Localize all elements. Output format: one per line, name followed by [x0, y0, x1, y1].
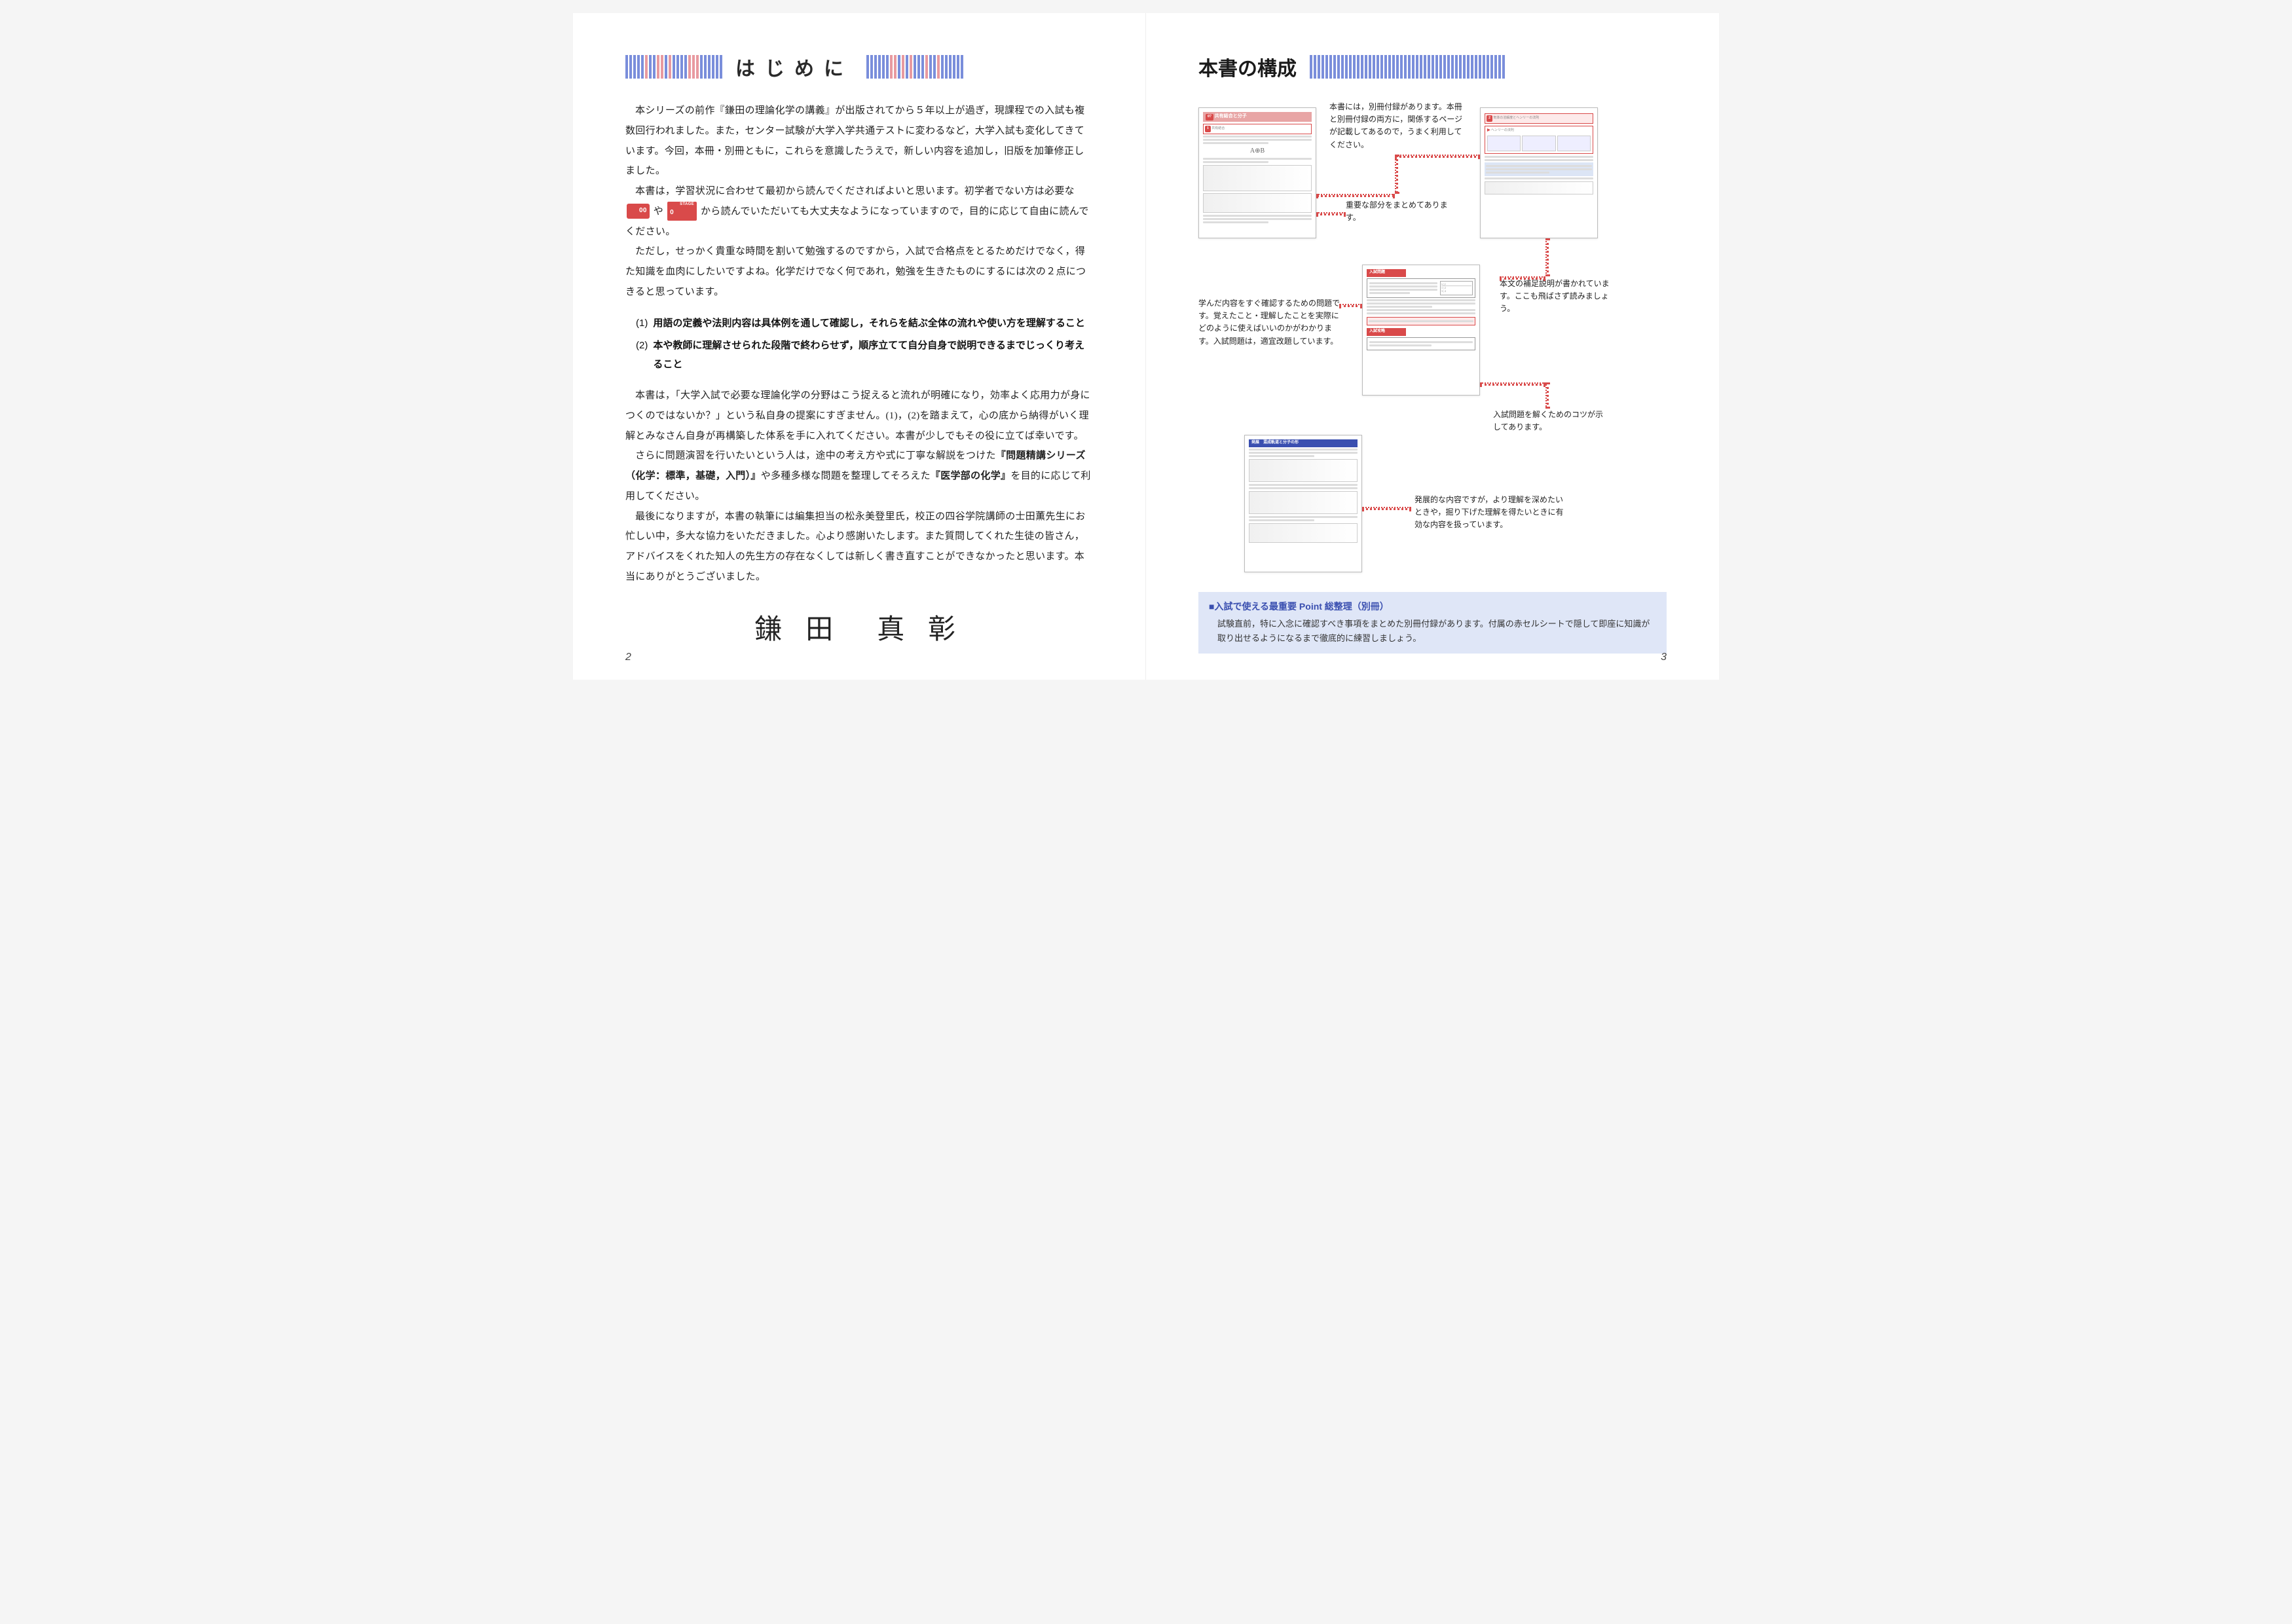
stage-badge-num: 0: [670, 209, 674, 216]
signature-text: 鎌 田 真 彰: [754, 615, 963, 645]
sample-section-title: 共有結合: [1211, 127, 1225, 130]
intro-paragraph-4: 本書は，「大学入試で必要な理論化学の分野はこう捉えると流れが明確になり，効率よく…: [625, 386, 1093, 446]
left-header: はじめに: [625, 52, 1093, 81]
sample-section-title: 気体の溶解度とヘンリーの法則: [1493, 117, 1539, 120]
callout-appendix: 本書には，別冊付録があります。本冊と別冊付録の両方に，関係するページが記載してあ…: [1329, 101, 1467, 151]
series-title-2: 『医学部の化学』: [931, 470, 1010, 481]
connector-line: [1395, 155, 1398, 194]
p5-segment-b: や多種多様な問題を整理してそろえた: [761, 471, 931, 481]
stage-badge-icon: STAGE 0: [667, 202, 697, 221]
list-text: 本や教師に理解させられた段階で終わらせず，順序立てて自分自身で説明できるまでじっ…: [653, 337, 1093, 374]
intro-paragraph-1: 本シリーズの前作『鎌田の理論化学の講義』が出版されてから５年以上が過ぎ，現課程で…: [625, 101, 1093, 181]
list-number: (2): [636, 337, 648, 374]
connector-line: [1316, 194, 1395, 197]
page-title: はじめに: [735, 52, 853, 81]
callout-problems: 学んだ内容をすぐ確認するための問題です。覚えたこと・理解したことを実際にどのよう…: [1198, 297, 1342, 348]
sample-page-thumbnail: 発展 混成軌道と分子の形: [1244, 435, 1362, 572]
connector-line: [1480, 382, 1545, 386]
list-item: (2) 本や教師に理解させられた段階で終わらせず，順序立てて自分自身で説明できる…: [636, 337, 1093, 374]
key-points-list: (1) 用語の定義や法則内容は具体例を通して確認し，それらを結ぶ全体の流れや使い…: [636, 314, 1093, 375]
box-body: 試験直前，特に入念に確認すべき事項をまとめた別冊付録があります。付属の赤セルシー…: [1209, 617, 1656, 646]
sample-page-thumbnail: 2 気体の溶解度とヘンリーの法則 ▶ ヘンリーの法則: [1480, 107, 1598, 238]
p2-segment-b: や: [654, 206, 663, 217]
connector-line: [1395, 155, 1480, 158]
list-text: 用語の定義や法則内容は具体例を通して確認し，それらを結ぶ全体の流れや使い方を理解…: [653, 314, 1093, 333]
connector-line: [1316, 212, 1346, 215]
page-spread: はじめに 本シリーズの前作『鎌田の理論化学の講義』が出版されてから５年以上が過ぎ…: [573, 13, 1719, 680]
callout-tips: 入試問題を解くためのコツが示してあります。: [1493, 409, 1611, 434]
connector-line: [1500, 276, 1545, 280]
sample-page-thumbnail: 入試問題 x | y 1 | 23 | 4 入試攻略: [1362, 265, 1480, 396]
right-page: 本書の構成 07 共有結合と分子 1 共有結合 A⊕B: [1146, 13, 1719, 680]
page-number: 3: [1661, 652, 1667, 663]
right-header: 本書の構成: [1198, 52, 1667, 81]
connector-line: [1545, 238, 1549, 276]
connector-line: [1339, 304, 1362, 307]
p5-segment-a: さらに問題演習を行いたいという人は，途中の考え方や式に丁寧な解説をつけた: [635, 451, 996, 461]
sample-chapter-num: 07: [1206, 114, 1213, 120]
chapter-badge-icon: 00: [627, 204, 650, 219]
structure-diagram: 07 共有結合と分子 1 共有結合 A⊕B 2 気体の溶解度とヘンリーの法則 ▶…: [1198, 101, 1667, 585]
callout-summary: 重要な部分をまとめてあります。: [1346, 199, 1457, 224]
barcode-decoration: [1310, 55, 1667, 79]
p2-segment-a: 本書は，学習状況に合わせて最初から読んでくださればよいと思います。初学者でない方…: [635, 186, 1075, 196]
body-text: 本シリーズの前作『鎌田の理論化学の講義』が出版されてから５年以上が過ぎ，現課程で…: [625, 101, 1093, 587]
intro-paragraph-2: 本書は，学習状況に合わせて最初から読んでくださればよいと思います。初学者でない方…: [625, 181, 1093, 242]
page-number: 2: [625, 652, 631, 663]
sample-subtitle: ヘンリーの法則: [1491, 129, 1514, 132]
connector-line: [1362, 507, 1411, 510]
box-title: ■入試で使える最重要 Point 総整理（別冊）: [1209, 600, 1656, 613]
barcode-decoration-right: [866, 55, 963, 79]
stage-badge-label: STAGE: [670, 202, 694, 206]
author-signature: 鎌 田 真 彰: [625, 607, 1093, 647]
list-number: (1): [636, 314, 648, 333]
intro-paragraph-6: 最後になりますが，本書の執筆には編集担当の松永美登里氏，校正の四谷学院講師の士田…: [625, 507, 1093, 587]
sample-chapter-title: 共有結合と分子: [1215, 113, 1247, 119]
left-page: はじめに 本シリーズの前作『鎌田の理論化学の講義』が出版されてから５年以上が過ぎ…: [573, 13, 1146, 680]
connector-line: [1545, 382, 1549, 409]
list-item: (1) 用語の定義や法則内容は具体例を通して確認し，それらを結ぶ全体の流れや使い…: [636, 314, 1093, 333]
intro-paragraph-3: ただし，せっかく貴重な時間を割いて勉強するのですから，入試で合格点をとるためだけ…: [625, 242, 1093, 302]
callout-supplement: 本文の補足説明が書かれています。ここも飛ばさず読みましょう。: [1500, 278, 1611, 316]
sample-page-thumbnail: 07 共有結合と分子 1 共有結合 A⊕B: [1198, 107, 1316, 238]
page-title: 本書の構成: [1198, 52, 1297, 81]
callout-advanced: 発展的な内容ですが，より理解を深めたいときや，掘り下げた理解を得たいときに有効な…: [1414, 494, 1565, 532]
intro-paragraph-5: さらに問題演習を行いたいという人は，途中の考え方や式に丁寧な解説をつけた『問題精…: [625, 446, 1093, 506]
barcode-decoration-left: [625, 55, 722, 79]
appendix-info-box: ■入試で使える最重要 Point 総整理（別冊） 試験直前，特に入念に確認すべき…: [1198, 592, 1667, 654]
